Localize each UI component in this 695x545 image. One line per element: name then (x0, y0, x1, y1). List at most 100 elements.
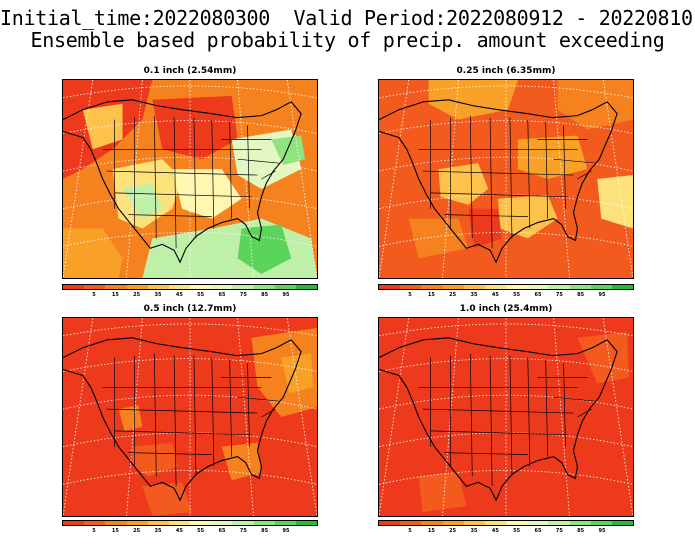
colorbar-tick-label: 65 (534, 292, 542, 298)
colorbar-swatch (274, 521, 296, 525)
colorbar-swatch (63, 521, 85, 525)
colorbar-1: 5 15 25 35 45 55 65 75 85 95 (62, 284, 318, 300)
state-border (422, 170, 574, 176)
colorbar-swatch (253, 285, 275, 289)
colorbar-swatch (463, 285, 485, 289)
state-border (237, 396, 280, 402)
state-border (489, 117, 493, 249)
colorbar-swatch (527, 521, 549, 525)
colorbar-tick-label: 35 (470, 292, 478, 298)
state-border (444, 452, 528, 455)
graticule-line (286, 80, 317, 278)
colorbar-swatch (442, 285, 464, 289)
colorbar-swatch (232, 285, 254, 289)
state-border (553, 158, 596, 164)
state-border (469, 115, 473, 239)
colorbar-swatch (84, 521, 106, 525)
panel-title-1: 0.1 inch (2.54mm) (143, 66, 237, 76)
graticule-line (63, 394, 317, 410)
state-border (173, 117, 177, 249)
colorbar-swatch (442, 521, 464, 525)
colorbar-tick-label: 25 (133, 528, 141, 534)
panel-title-4: 1.0 inch (25.4mm) (459, 304, 553, 314)
colorbar-tick-label: 25 (449, 292, 457, 298)
state-border (193, 355, 197, 477)
graticule-line (63, 156, 317, 172)
colorbar-swatch (527, 285, 549, 289)
colorbar-tick-label: 75 (555, 292, 563, 298)
probability-map-1 (62, 79, 318, 279)
map-canvas (379, 80, 633, 278)
colorbar-swatch (190, 285, 212, 289)
graticule-line (379, 156, 633, 172)
colorbar-tick-label: 25 (133, 292, 141, 298)
panel-title-2: 0.25 inch (6.35mm) (456, 66, 556, 76)
colorbar-swatch (611, 521, 634, 525)
graticule-line (63, 80, 94, 278)
probability-contour-fill (597, 175, 633, 229)
colorbar-swatch (190, 521, 212, 525)
colorbar-swatch (274, 285, 296, 289)
colorbar-swatch (463, 521, 485, 525)
colorbar-ticks: 5 15 25 35 45 55 65 75 85 95 (378, 290, 634, 298)
state-border (106, 408, 258, 414)
header-line-2: Ensemble based probability of precip. am… (30, 28, 665, 52)
graticule-line (63, 470, 317, 485)
colorbar-4: 5 15 25 35 45 55 65 75 85 95 (378, 520, 634, 536)
header-line-1: Initial_time:2022080300 Valid Period:202… (0, 6, 695, 30)
state-border (553, 396, 596, 402)
graticule-line (63, 318, 94, 516)
colorbar-tick-label: 85 (261, 292, 269, 298)
probability-contour-fill (63, 228, 123, 278)
panel-title-3: 0.5 inch (12.7mm) (143, 304, 237, 314)
colorbar-swatch (569, 285, 591, 289)
colorbar-tick-label: 55 (513, 292, 521, 298)
colorbar-swatch (548, 285, 570, 289)
colorbar-swatch (211, 285, 233, 289)
colorbar-tick-label: 5 (408, 528, 412, 534)
coastline (63, 337, 302, 502)
state-border (430, 192, 568, 198)
probability-map-4 (378, 317, 634, 517)
colorbar-tick-label: 45 (175, 528, 183, 534)
colorbar-tick-label: 65 (218, 528, 226, 534)
probability-contour-fill (517, 135, 588, 179)
graticule-line (602, 318, 633, 516)
colorbar-tick-label: 75 (239, 292, 247, 298)
colorbar-swatch (84, 285, 106, 289)
colorbar-swatch (63, 285, 85, 289)
colorbar-swatch (126, 521, 148, 525)
colorbar-swatch (421, 521, 443, 525)
colorbar-ticks: 5 15 25 35 45 55 65 75 85 95 (62, 526, 318, 534)
colorbar-ticks: 5 15 25 35 45 55 65 75 85 95 (378, 526, 634, 534)
colorbar-tick-label: 35 (154, 292, 162, 298)
graticule-line (63, 120, 317, 134)
colorbar-swatch (611, 285, 634, 289)
graticule-line (379, 120, 633, 134)
coastline (63, 99, 302, 264)
colorbar-swatch (126, 285, 148, 289)
colorbar-swatch (168, 285, 191, 289)
probability-contour-fill (408, 218, 469, 259)
colorbar-tick-label: 75 (555, 528, 563, 534)
state-border (153, 115, 157, 239)
colorbar-swatch (400, 285, 422, 289)
colorbar-swatch (105, 285, 127, 289)
colorbar-tick-label: 85 (577, 292, 585, 298)
graticule-line (379, 323, 633, 337)
colorbar-swatch (211, 521, 233, 525)
map-canvas (63, 318, 317, 516)
graticule-line (379, 232, 633, 247)
colorbar-tick-label: 55 (197, 292, 205, 298)
colorbar-swatch (295, 521, 318, 525)
colorbar-tick-label: 85 (577, 528, 585, 534)
graticule-line (379, 432, 633, 448)
graticule-line (63, 358, 317, 372)
colorbar-tick-label: 95 (598, 292, 606, 298)
state-border (545, 359, 549, 457)
probability-contour-fill (172, 169, 242, 219)
state-border (469, 353, 473, 477)
graticule-line (63, 232, 317, 247)
state-border (193, 117, 197, 239)
graticule-line (379, 85, 633, 99)
